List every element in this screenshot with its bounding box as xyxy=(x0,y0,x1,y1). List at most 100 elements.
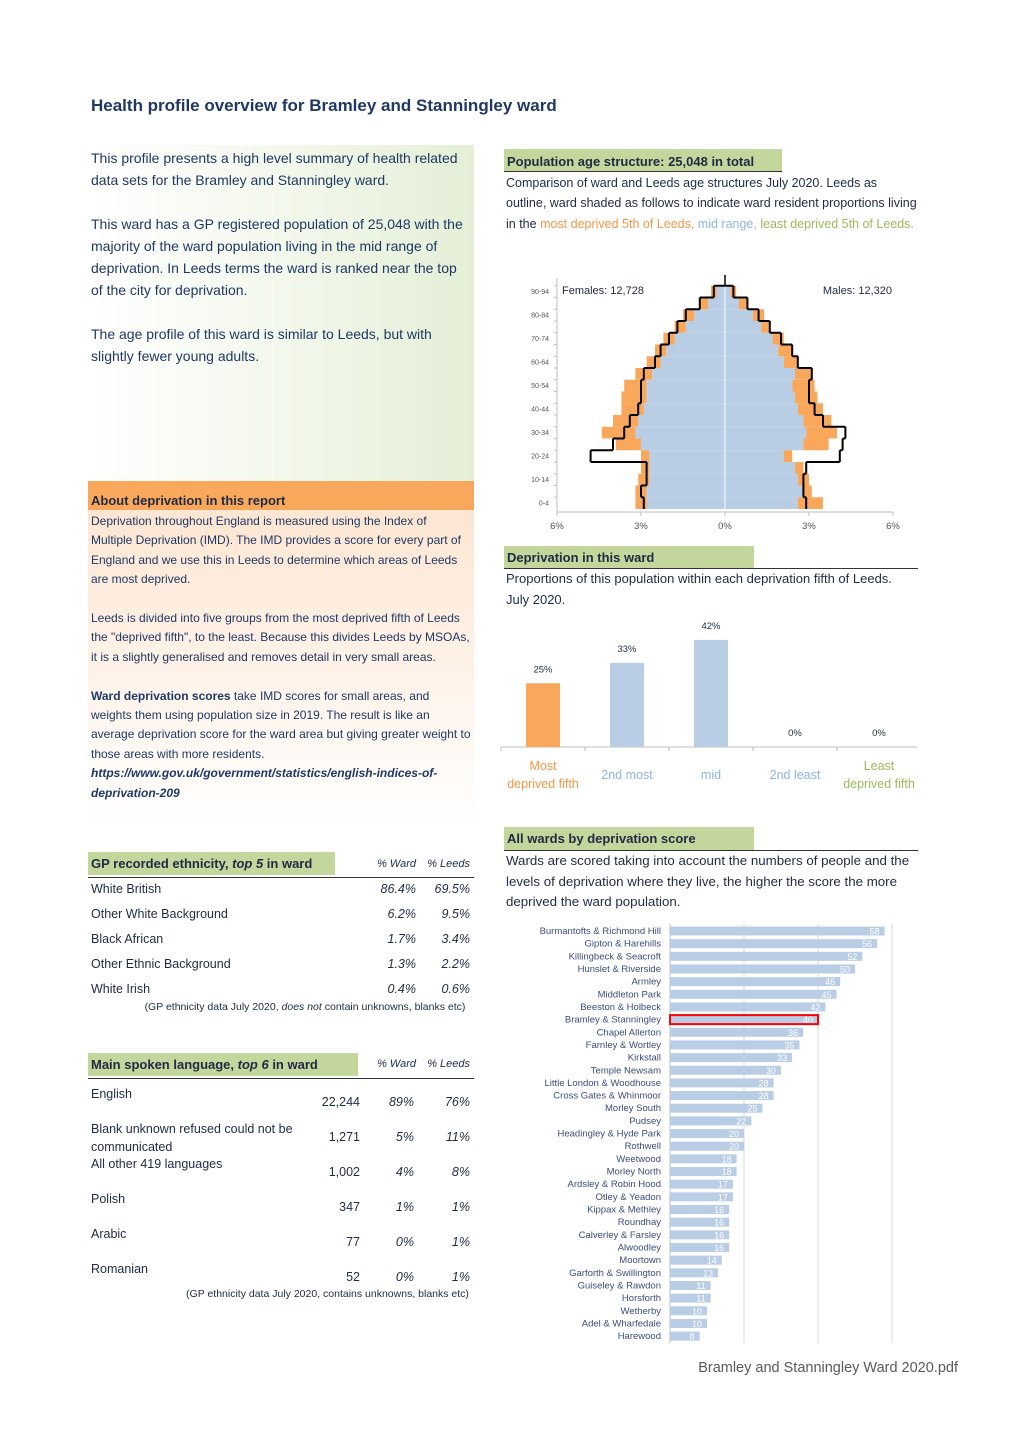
bar-segment xyxy=(646,356,661,368)
bar xyxy=(670,1002,826,1012)
x-tick-label: 3% xyxy=(802,521,816,532)
data-label: 28 xyxy=(759,1091,769,1101)
bar-segment xyxy=(646,391,725,404)
y-tick-label: Cross Gates & Whinmoor xyxy=(553,1091,661,1102)
cell: 6.2% xyxy=(387,907,417,921)
cell: 77 xyxy=(346,1235,360,1249)
section-header: All wards by deprivation score xyxy=(504,827,754,850)
y-tick-label: 90-94 xyxy=(531,289,549,296)
page-title: Health profile overview for Bramley and … xyxy=(91,96,557,115)
cell: 22,244 xyxy=(321,1095,360,1109)
bar xyxy=(670,1243,730,1252)
data-label: 14 xyxy=(707,1256,717,1266)
bar-segment xyxy=(725,438,804,451)
bar-segment xyxy=(652,368,725,380)
bar-segment xyxy=(635,426,725,439)
y-tick-label: Garforth & Swillington xyxy=(569,1268,661,1279)
intro-paragraph: This ward has a GP registered population… xyxy=(91,216,463,298)
y-tick-label: Morley North xyxy=(607,1167,661,1178)
bar xyxy=(670,1167,737,1177)
y-tick-label: Horsforth xyxy=(622,1293,661,1304)
title-part: in ward xyxy=(268,1057,318,1072)
y-tick-label: Hunslet & Riverside xyxy=(578,964,661,975)
y-tick-label: 20-24 xyxy=(531,454,549,461)
y-tick-label: 40-44 xyxy=(531,407,549,414)
row-label: Romanian xyxy=(91,1262,148,1276)
y-tick-label: Alwoodley xyxy=(618,1243,662,1254)
row-label: English xyxy=(91,1087,132,1101)
cell: 1% xyxy=(451,1235,470,1249)
y-tick-label: Adel & Wharfedale xyxy=(582,1318,661,1329)
bar xyxy=(670,1331,700,1341)
bar-segment xyxy=(624,379,647,392)
bar xyxy=(670,1268,719,1278)
section-header: Population age structure: 25,048 in tota… xyxy=(504,149,782,172)
bar-segment xyxy=(699,297,709,310)
intro-paragraph: This profile presents a high level summa… xyxy=(91,150,458,188)
cell: 2.2% xyxy=(441,957,471,971)
bar-segment xyxy=(803,438,829,451)
bar-segment xyxy=(674,332,725,345)
data-label: 17 xyxy=(718,1192,728,1202)
cell: 1% xyxy=(451,1270,470,1284)
table-note: (GP ethnicity data July 2020, does not c… xyxy=(100,1001,510,1013)
bar-segment xyxy=(795,368,812,380)
bar xyxy=(670,1078,774,1088)
data-label: 42 xyxy=(810,1002,820,1012)
row-label: Black African xyxy=(91,932,164,946)
bar-segment xyxy=(621,391,647,404)
y-tick-label: Rothwell xyxy=(625,1141,661,1152)
data-label: 8 xyxy=(690,1332,695,1342)
y-tick-label: Gipton & Harehills xyxy=(584,939,661,950)
bar-segment xyxy=(666,344,725,357)
y-tick-label: 70-74 xyxy=(531,336,549,343)
bar-segment xyxy=(643,403,725,415)
bar-segment xyxy=(649,450,725,462)
bar-segment xyxy=(641,438,725,451)
bar-segment xyxy=(621,403,644,415)
column-header: % Leeds xyxy=(427,1058,470,1070)
data-label: 35 xyxy=(784,1040,794,1050)
bar xyxy=(670,989,837,999)
bar xyxy=(670,977,841,987)
y-tick-label: Kirkstall xyxy=(628,1053,661,1064)
data-label: 25 xyxy=(747,1104,757,1114)
bar-segment xyxy=(649,473,725,486)
data-label: 33% xyxy=(617,644,637,655)
x-tick-label: 2nd least xyxy=(769,768,821,782)
data-label: 0% xyxy=(788,728,802,739)
bar-segment xyxy=(783,450,793,462)
bar-segment xyxy=(674,321,686,333)
y-tick-label: 10-14 xyxy=(531,477,549,484)
deprivation-text: Deprivation throughout England is measur… xyxy=(88,510,474,829)
data-label: 33 xyxy=(777,1053,787,1063)
bar-segment xyxy=(646,485,725,498)
cell: 3.4% xyxy=(441,932,471,946)
y-tick-label: Ardsley & Robin Hood xyxy=(568,1179,661,1190)
note-part: contain unknowns, blanks etc) xyxy=(321,1001,466,1013)
bar-segment xyxy=(725,332,773,345)
title-part: Main spoken language, xyxy=(91,1057,238,1072)
bar xyxy=(670,1116,752,1126)
y-tick-label: 60-64 xyxy=(531,360,549,367)
bar xyxy=(610,662,644,747)
subtitle-part: Comparison of ward and Leeds age structu… xyxy=(506,176,917,231)
cell: 89% xyxy=(388,1095,414,1109)
row-label: White Irish xyxy=(91,982,151,996)
x-tick-label: Least deprived fifth xyxy=(843,759,915,791)
bar-segment xyxy=(685,321,725,333)
data-label: 11 xyxy=(696,1294,705,1304)
bar xyxy=(670,1306,707,1316)
bar-segment xyxy=(725,426,807,439)
data-label: 50 xyxy=(840,964,850,974)
bar xyxy=(670,1053,793,1063)
bar xyxy=(669,1014,819,1026)
bar-segment xyxy=(725,356,784,368)
bar-segment xyxy=(725,379,793,392)
bar-segment xyxy=(795,391,818,404)
row-label: White British xyxy=(91,882,162,896)
title-part: top 6 xyxy=(237,1057,269,1072)
y-tick-label: Chapel Allerton xyxy=(597,1027,661,1038)
data-label: 18 xyxy=(722,1167,732,1177)
y-tick-label: Moortown xyxy=(619,1255,661,1266)
